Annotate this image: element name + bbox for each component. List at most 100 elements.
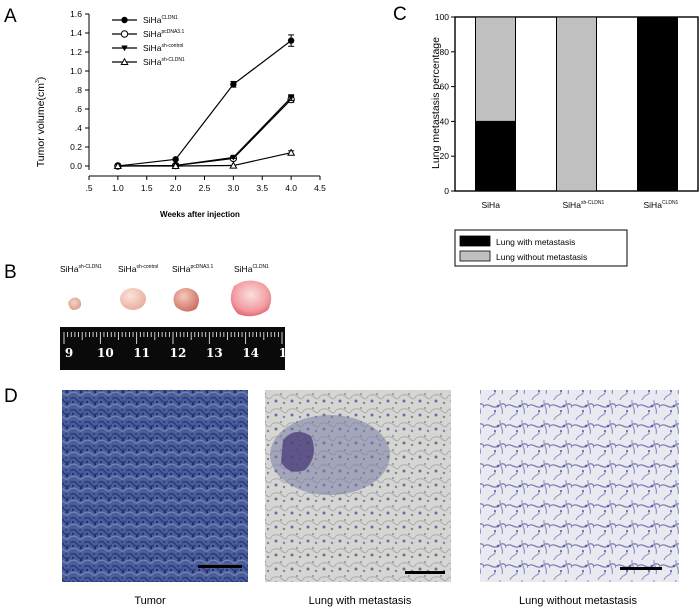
x-tick-label: 3.5: [256, 183, 268, 193]
y-tick-label: 80: [440, 47, 450, 57]
legend-label: SiHash-control: [143, 43, 183, 53]
ruler: [60, 327, 285, 370]
bar-segment: [637, 16, 678, 192]
x-tick-label: 1.0: [112, 183, 124, 193]
legend-label: Lung without metastasis: [496, 252, 587, 262]
category-label-sup: sh-CLDN1: [581, 200, 605, 206]
data-point: [287, 37, 295, 44]
dark-cluster: [281, 431, 314, 472]
data-point: [229, 161, 238, 169]
x-tick-label: 3.0: [227, 183, 239, 193]
bars: [454, 16, 699, 192]
x-tick-labels: .5 1.0 1.5 2.0 2.5 3.0 3.5 4.0 4.5: [85, 176, 326, 193]
tumor-labels: SiHash-CLDN1 SiHash-control SiHapcDNA3.1 Si…: [60, 264, 269, 274]
x-tick-label: 2.5: [199, 183, 211, 193]
bar-segment: [556, 16, 597, 192]
legend-label-sup: pcDNA3.1: [161, 29, 184, 35]
legend-marker: [121, 16, 128, 24]
legend-marker: [120, 57, 129, 66]
data-point: [172, 156, 179, 163]
tumor-image-pcdna: [173, 288, 199, 312]
y-tick-label: .6: [75, 104, 82, 114]
tumor-label-main: SiHa: [60, 264, 79, 274]
y-tick-label: 1.6: [70, 9, 82, 19]
legend-label-main: SiHa: [143, 57, 162, 67]
micrograph-tumor: [62, 390, 248, 582]
legend-label-main: SiHa: [143, 43, 162, 53]
tumor-image-sh-cldn1: [68, 297, 82, 310]
tumor-label-sup: sh-control: [136, 264, 158, 270]
category-label: SiHa: [482, 200, 501, 210]
tumor-label-sup: sh-CLDN1: [78, 264, 102, 270]
tumor-label-main: SiHa: [172, 264, 191, 274]
ruler-number: 9: [65, 346, 73, 360]
panel-letter-d: D: [4, 386, 18, 407]
series-1: [114, 34, 295, 170]
y-tick-label: .8: [75, 85, 82, 95]
tumor-label-sup: pcDNA3.1: [190, 264, 213, 270]
legend-marker: [121, 45, 128, 52]
ruler-number: 11: [133, 346, 150, 360]
tumor-image-cldn1: [230, 280, 272, 317]
ruler-number: 13: [206, 346, 223, 360]
y-tick-label: 1.0: [70, 66, 82, 76]
y-tick-label: 60: [440, 82, 450, 92]
category-label: SiHaCLDN1: [644, 200, 679, 210]
panel-letter-c: C: [393, 4, 407, 25]
tumor-label-sup: CLDN1: [252, 264, 269, 270]
x-tick-label: 4.5: [314, 183, 326, 193]
legend-label: SiHash-CLDN1: [143, 57, 185, 67]
category-label-main: SiHa: [563, 200, 582, 210]
y-tick-label: 0.0: [70, 161, 82, 171]
x-axis-label: Weeks after injection: [160, 210, 240, 219]
data-point: [287, 148, 296, 156]
tumor-label: SiHash-CLDN1: [60, 264, 102, 274]
tumor-label: SiHash-control: [118, 264, 158, 274]
scale-bar: [198, 565, 242, 568]
category-label-main: SiHa: [644, 200, 663, 210]
series-line: [117, 152, 292, 167]
caption-lung-without-metastasis: Lung without metastasis: [519, 595, 638, 607]
histology-panel: Tumor Lung with metastasis Lung without …: [62, 390, 679, 607]
y-tick-label: 100: [435, 12, 449, 22]
y-tick-label: 1.2: [70, 47, 82, 57]
tumor-image-sh-control: [120, 288, 146, 310]
category-label-sup: CLDN1: [662, 200, 679, 206]
caption-tumor: Tumor: [134, 595, 166, 607]
ruler-number: 12: [170, 346, 187, 360]
series-group: [113, 34, 296, 170]
y-tick-label: 40: [440, 116, 450, 126]
y-tick-label: 0: [444, 186, 449, 196]
category-label-main: SiHa: [482, 200, 501, 210]
ruler-ticks: [63, 332, 283, 344]
ruler-number: 10: [97, 346, 114, 360]
chart-lung-metastasis: Lung metastasis percentage 020406080100 …: [430, 12, 699, 267]
y-axis-label: Tumor volume(cm3): [35, 77, 47, 168]
data-point: [230, 81, 237, 88]
scale-bar: [405, 571, 445, 574]
category-label: SiHash-CLDN1: [563, 200, 605, 210]
legend-label: Lung with metastasis: [496, 237, 575, 247]
x-tick-label: .5: [85, 183, 92, 193]
caption-lung-with-metastasis: Lung with metastasis: [309, 595, 412, 607]
chart-tumor-volume: 0.0 0.2 .4 .6 .8 1.0 1.2 1.4 1.6 .5 1.0 1.5 2.0 2.5 3…: [35, 9, 326, 219]
y-tick-label: 1.4: [70, 28, 82, 38]
legend: SiHaCLDN1SiHapcDNA3.1SiHash-controlSiHas…: [112, 15, 185, 67]
legend-swatch: [459, 235, 491, 247]
ruler-number: 15: [279, 346, 296, 360]
y-tick-label: .4: [75, 123, 82, 133]
data-point: [287, 95, 295, 101]
tumor-label-main: SiHa: [234, 264, 253, 274]
category-labels: SiHa SiHash-CLDN1 SiHaCLDN1: [482, 200, 679, 210]
bar-segment: [475, 16, 516, 122]
ruler-number: 14: [242, 346, 259, 360]
tumor-photo-panel: SiHash-CLDN1 SiHash-control SiHapcDNA3.1 Si…: [60, 264, 295, 370]
panel-letter-b: B: [4, 262, 17, 283]
legend-label: SiHapcDNA3.1: [143, 29, 184, 39]
legend-label-sup: sh-CLDN1: [161, 57, 185, 63]
data-point: [113, 161, 122, 170]
tumor-label: SiHaCLDN1: [234, 264, 269, 274]
legend: Lung with metastasis Lung without metasta…: [454, 229, 628, 267]
tumor-label-main: SiHa: [118, 264, 137, 274]
